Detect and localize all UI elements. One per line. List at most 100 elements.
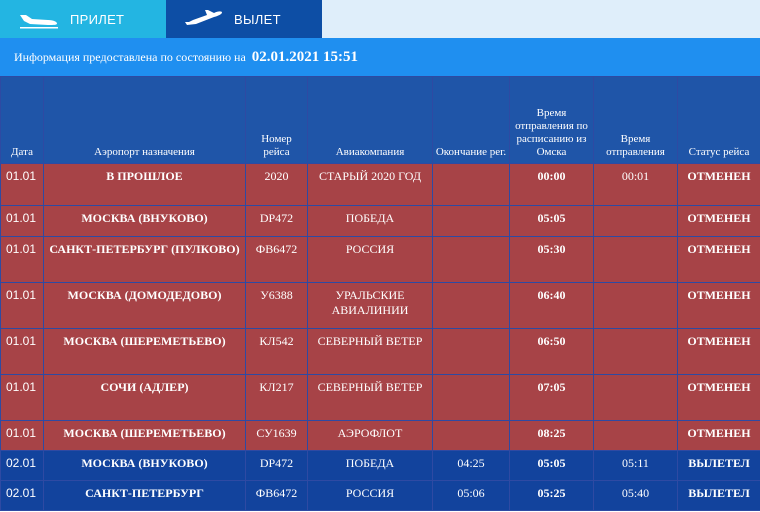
header-scheduled-time: Время отправления по расписанию из Омска <box>509 76 594 164</box>
header-date: Дата <box>0 76 44 164</box>
cell-status: ОТМЕНЕН <box>677 328 760 375</box>
cell-airport: МОСКВА (ВНУКОВО) <box>43 205 246 237</box>
cell-reg-end <box>432 163 510 206</box>
cell-date: 01.01 <box>0 282 44 329</box>
header-reg-end: Окончание рег. <box>432 76 510 164</box>
cell-flight: КЛ542 <box>245 328 308 375</box>
cell-status: ОТМЕНЕН <box>677 236 760 283</box>
cell-status: ОТМЕНЕН <box>677 420 760 451</box>
table-row[interactable]: 01.01 В ПРОШЛОЕ 2020 СТАРЫЙ 2020 ГОД 00:… <box>0 163 760 206</box>
cell-airport: МОСКВА (ДОМОДЕДОВО) <box>43 282 246 329</box>
cell-scheduled-time: 08:25 <box>509 420 594 451</box>
cell-reg-end <box>432 205 510 237</box>
cell-date: 01.01 <box>0 205 44 237</box>
cell-reg-end <box>432 420 510 451</box>
departures-table: Дата Аэропорт назначения Номер рейса Ави… <box>0 76 760 511</box>
plane-landing-icon <box>20 15 58 29</box>
cell-scheduled-time: 06:40 <box>509 282 594 329</box>
cell-scheduled-time: 05:05 <box>509 450 594 481</box>
cell-scheduled-time: 07:05 <box>509 374 594 421</box>
info-text: Информация предоставлена по состоянию на <box>14 49 246 64</box>
cell-reg-end <box>432 374 510 421</box>
cell-flight: DP472 <box>245 205 308 237</box>
cell-status: ОТМЕНЕН <box>677 374 760 421</box>
cell-actual-time <box>593 328 678 375</box>
tab-arrivals-label: ПРИЛЕТ <box>70 11 125 27</box>
cell-scheduled-time: 00:00 <box>509 163 594 206</box>
cell-date: 01.01 <box>0 163 44 206</box>
cell-actual-time <box>593 236 678 283</box>
tab-departures[interactable]: ВЫЛЕТ <box>166 0 322 38</box>
cell-scheduled-time: 05:25 <box>509 480 594 511</box>
cell-status: ОТМЕНЕН <box>677 163 760 206</box>
cell-airline: АЭРОФЛОТ <box>307 420 433 451</box>
header-actual-time: Время отправления <box>593 76 678 164</box>
cell-actual-time <box>593 420 678 451</box>
table-row[interactable]: 02.01 САНКТ-ПЕТЕРБУРГ ФВ6472 РОССИЯ 05:0… <box>0 480 760 511</box>
cell-flight: 2020 <box>245 163 308 206</box>
cell-status: ВЫЛЕТЕЛ <box>677 480 760 511</box>
cell-scheduled-time: 06:50 <box>509 328 594 375</box>
cell-status: ОТМЕНЕН <box>677 282 760 329</box>
cell-scheduled-time: 05:30 <box>509 236 594 283</box>
cell-airport: МОСКВА (ВНУКОВО) <box>43 450 246 481</box>
cell-airline: СТАРЫЙ 2020 ГОД <box>307 163 433 206</box>
cell-date: 02.01 <box>0 450 44 481</box>
header-airline: Авиакомпания <box>307 76 433 164</box>
cell-flight: КЛ217 <box>245 374 308 421</box>
header-status: Статус рейса <box>677 76 760 164</box>
tab-departures-label: ВЫЛЕТ <box>234 11 281 27</box>
table-row[interactable]: 01.01 СОЧИ (АДЛЕР) КЛ217 СЕВЕРНЫЙ ВЕТЕР … <box>0 374 760 421</box>
cell-date: 01.01 <box>0 374 44 421</box>
cell-actual-time: 00:01 <box>593 163 678 206</box>
cell-status: ВЫЛЕТЕЛ <box>677 450 760 481</box>
table-row[interactable]: 01.01 МОСКВА (ВНУКОВО) DP472 ПОБЕДА 05:0… <box>0 205 760 237</box>
cell-flight: DP472 <box>245 450 308 481</box>
cell-reg-end: 04:25 <box>432 450 510 481</box>
cell-airline: СЕВЕРНЫЙ ВЕТЕР <box>307 374 433 421</box>
cell-reg-end <box>432 328 510 375</box>
cell-date: 02.01 <box>0 480 44 511</box>
cell-flight: У6388 <box>245 282 308 329</box>
cell-airline: РОССИЯ <box>307 480 433 511</box>
cell-airline: РОССИЯ <box>307 236 433 283</box>
cell-airport: СОЧИ (АДЛЕР) <box>43 374 246 421</box>
table-header-row: Дата Аэропорт назначения Номер рейса Ави… <box>0 76 760 164</box>
plane-takeoff-icon <box>185 10 222 25</box>
tab-bar: ПРИЛЕТ ВЫЛЕТ <box>0 0 760 38</box>
cell-actual-time <box>593 205 678 237</box>
header-flight: Номер рейса <box>245 76 308 164</box>
cell-actual-time <box>593 282 678 329</box>
cell-airport: МОСКВА (ШЕРЕМЕТЬЕВО) <box>43 328 246 375</box>
cell-reg-end <box>432 282 510 329</box>
cell-actual-time <box>593 374 678 421</box>
cell-airport: САНКТ-ПЕТЕРБУРГ <box>43 480 246 511</box>
cell-airport: САНКТ-ПЕТЕРБУРГ (ПУЛКОВО) <box>43 236 246 283</box>
cell-scheduled-time: 05:05 <box>509 205 594 237</box>
cell-status: ОТМЕНЕН <box>677 205 760 237</box>
cell-reg-end: 05:06 <box>432 480 510 511</box>
table-row[interactable]: 01.01 МОСКВА (ШЕРЕМЕТЬЕВО) КЛ542 СЕВЕРНЫ… <box>0 328 760 375</box>
cell-airline: ПОБЕДА <box>307 205 433 237</box>
cell-date: 01.01 <box>0 328 44 375</box>
table-row[interactable]: 01.01 МОСКВА (ШЕРЕМЕТЬЕВО) СУ1639 АЭРОФЛ… <box>0 420 760 451</box>
cell-airport: МОСКВА (ШЕРЕМЕТЬЕВО) <box>43 420 246 451</box>
cell-airline: ПОБЕДА <box>307 450 433 481</box>
cell-airline: СЕВЕРНЫЙ ВЕТЕР <box>307 328 433 375</box>
tab-arrivals[interactable]: ПРИЛЕТ <box>0 0 166 38</box>
header-airport: Аэропорт назначения <box>43 76 246 164</box>
table-row[interactable]: 02.01 МОСКВА (ВНУКОВО) DP472 ПОБЕДА 04:2… <box>0 450 760 481</box>
cell-actual-time: 05:40 <box>593 480 678 511</box>
cell-airport: В ПРОШЛОЕ <box>43 163 246 206</box>
cell-flight: ФВ6472 <box>245 480 308 511</box>
info-datetime: 02.01.2021 15:51 <box>251 48 359 65</box>
info-bar: Информация предоставлена по состоянию на… <box>0 38 760 76</box>
cell-airline: УРАЛЬСКИЕ АВИАЛИНИИ <box>307 282 433 329</box>
table-row[interactable]: 01.01 МОСКВА (ДОМОДЕДОВО) У6388 УРАЛЬСКИ… <box>0 282 760 329</box>
cell-flight: СУ1639 <box>245 420 308 451</box>
cell-actual-time: 05:11 <box>593 450 678 481</box>
table-row[interactable]: 01.01 САНКТ-ПЕТЕРБУРГ (ПУЛКОВО) ФВ6472 Р… <box>0 236 760 283</box>
cell-date: 01.01 <box>0 420 44 451</box>
cell-reg-end <box>432 236 510 283</box>
